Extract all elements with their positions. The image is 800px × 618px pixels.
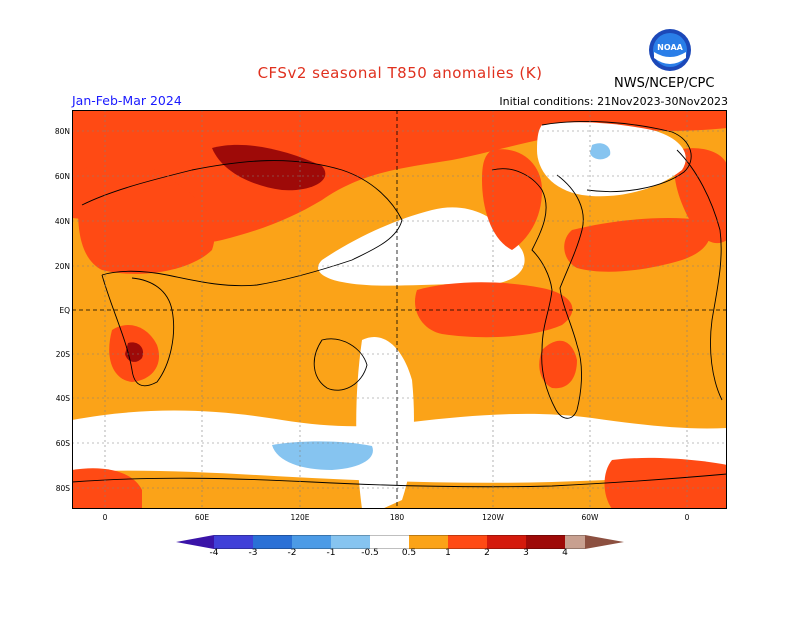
lat-label: 80S bbox=[55, 484, 70, 493]
neutral-region-greenland bbox=[537, 122, 686, 197]
colorbar-label: -1 bbox=[326, 548, 336, 558]
logo-text: NOAA bbox=[657, 43, 683, 52]
agency-label: NWS/NCEP/CPC bbox=[614, 76, 715, 91]
colorbar-label: 2 bbox=[484, 548, 490, 558]
colorbar-swatch bbox=[331, 535, 370, 549]
lat-label: EQ bbox=[59, 306, 70, 315]
lon-label: 0 bbox=[102, 513, 108, 522]
warm-region-south-america bbox=[539, 340, 577, 389]
chart-title: CFSv2 seasonal T850 anomalies (K) bbox=[257, 64, 543, 82]
colorbar-label: 4 bbox=[562, 548, 568, 558]
colorbar-swatch bbox=[409, 535, 448, 549]
lat-label: 20S bbox=[55, 350, 70, 359]
warm-region-atlantic bbox=[564, 218, 711, 272]
warm-region-europe bbox=[674, 148, 727, 244]
lon-label: 60E bbox=[194, 513, 210, 522]
colorbar-arrow-left bbox=[176, 535, 214, 549]
warm-region-antarctic-west bbox=[72, 468, 142, 509]
map-frame bbox=[72, 110, 727, 509]
colorbar-label: 1 bbox=[445, 548, 451, 558]
colorbar bbox=[176, 535, 624, 549]
warm-region-arctic bbox=[72, 110, 727, 243]
cool-region-greenland bbox=[590, 143, 611, 160]
lat-label: 40N bbox=[54, 217, 70, 226]
colorbar-label: -0.5 bbox=[361, 548, 379, 558]
noaa-logo: NOAA bbox=[649, 29, 691, 71]
colorbar-swatch bbox=[214, 535, 253, 549]
warm-region-north-america bbox=[482, 149, 542, 250]
initial-conditions: Initial conditions: 21Nov2023-30Nov2023 bbox=[499, 95, 728, 108]
colorbar-label: -4 bbox=[209, 548, 219, 558]
colorbar-swatch bbox=[526, 535, 565, 549]
map-grid bbox=[72, 110, 727, 509]
warm-region-asia bbox=[78, 159, 215, 274]
lat-label: 80N bbox=[54, 127, 70, 136]
warm-region-siberia bbox=[212, 144, 326, 191]
coastlines bbox=[72, 121, 727, 488]
colorbar-swatch bbox=[370, 535, 409, 549]
lat-label: 40S bbox=[55, 394, 70, 403]
warm-region-antarctic-east bbox=[604, 457, 727, 509]
lon-label: 120W bbox=[482, 513, 504, 522]
equator-dateline bbox=[72, 110, 727, 509]
lat-label: 60S bbox=[55, 439, 70, 448]
colorbar-arrow-right bbox=[585, 535, 624, 549]
colorbar-swatch bbox=[565, 535, 585, 549]
colorbar-label: 3 bbox=[523, 548, 529, 558]
forecast-period: Jan-Feb-Mar 2024 bbox=[72, 93, 182, 108]
lon-label: 120E bbox=[290, 513, 310, 522]
colorbar-label: -3 bbox=[248, 548, 258, 558]
lon-label: 60W bbox=[581, 513, 599, 522]
colorbar-label: -2 bbox=[287, 548, 297, 558]
colorbar-label: 0.5 bbox=[401, 548, 417, 558]
cool-region-antarctica bbox=[272, 441, 373, 470]
lat-label: 60N bbox=[54, 172, 70, 181]
colorbar-swatch bbox=[292, 535, 331, 549]
colorbar-swatch bbox=[448, 535, 487, 549]
colorbar-swatch bbox=[253, 535, 292, 549]
lon-label: 0 bbox=[684, 513, 690, 522]
colorbar-swatch bbox=[487, 535, 526, 549]
lon-label: 180 bbox=[389, 513, 405, 522]
lat-label: 20N bbox=[54, 262, 70, 271]
neutral-region-southern-ocean bbox=[72, 410, 727, 483]
anomaly-map bbox=[72, 110, 727, 509]
